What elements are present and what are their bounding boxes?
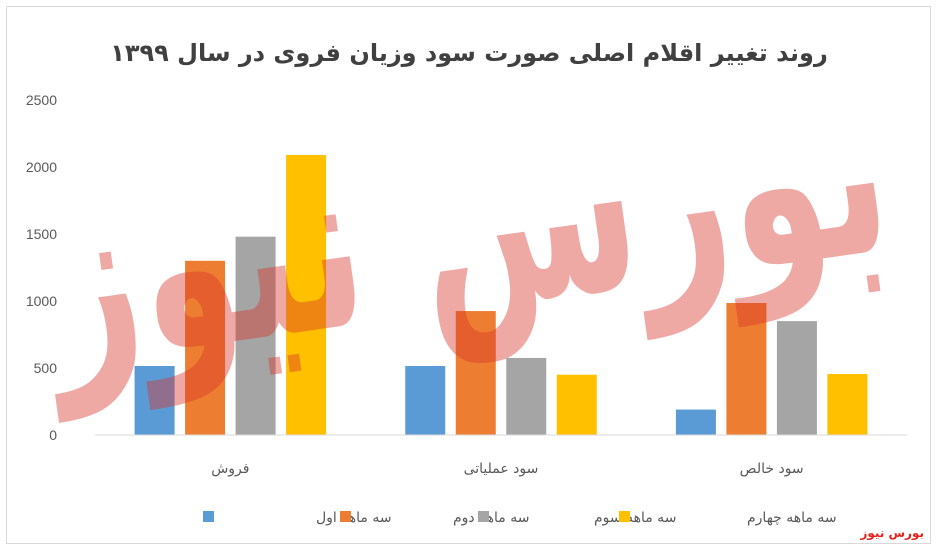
y-tick-label: 1500 <box>26 226 57 242</box>
legend-swatch <box>619 511 630 522</box>
y-tick-label: 1000 <box>26 293 57 309</box>
category-label: سود عملیاتی <box>464 461 539 477</box>
legend-label: سه ماهه چهارم <box>747 510 837 526</box>
bar <box>134 365 175 435</box>
chart-title: روند تغییر اقلام اصلی صورت سود وزیان فرو… <box>110 39 828 67</box>
y-tick-label: 2000 <box>26 159 57 175</box>
bar <box>506 357 547 435</box>
y-axis-ticks: 0 500 1000 1500 2000 2500 <box>26 92 57 443</box>
legend-swatch <box>478 511 489 522</box>
category-labels: فروش سود عملیاتی سود خالص <box>211 461 803 477</box>
bar <box>675 409 716 435</box>
bar <box>455 311 496 435</box>
category-label: سود خالص <box>740 461 804 477</box>
bar <box>185 260 226 435</box>
bar <box>827 374 868 435</box>
source-label: بورس نیوز <box>860 526 924 540</box>
legend-swatch <box>340 511 351 522</box>
bar <box>286 154 327 435</box>
legend-label: سه ماهه اول <box>316 510 392 526</box>
category-label: فروش <box>211 461 249 477</box>
chart-svg: روند تغییر اقلام اصلی صورت سود وزیان فرو… <box>21 35 907 526</box>
y-tick-label: 500 <box>34 360 58 376</box>
bar <box>556 374 597 435</box>
bar <box>235 236 276 435</box>
y-tick-label: 2500 <box>26 92 57 108</box>
bar <box>726 303 767 435</box>
legend-label: سه ماهه سوم <box>594 510 676 526</box>
bar <box>776 321 817 435</box>
y-tick-label: 0 <box>49 427 57 443</box>
legend-label: سه ماهه دوم <box>453 510 529 526</box>
bars-group <box>134 154 868 435</box>
bar <box>405 365 446 435</box>
chart-frame: روند تغییر اقلام اصلی صورت سود وزیان فرو… <box>6 6 931 544</box>
legend-swatch <box>203 511 214 522</box>
legend: سه ماهه اول سه ماهه دوم سه ماهه سوم سه ماهه… <box>203 510 837 526</box>
